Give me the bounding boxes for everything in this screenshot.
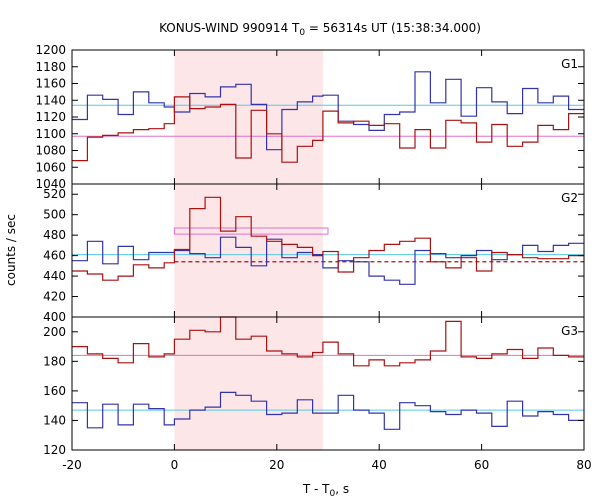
x-tick-label: 80 [576, 458, 591, 472]
series-blue-g1 [72, 71, 584, 151]
series-red-g1 [72, 96, 584, 163]
y-tick-label: 180 [43, 354, 66, 368]
y-tick-label: 1140 [35, 93, 66, 107]
y-tick-label: 400 [43, 310, 66, 324]
y-tick-label: 480 [43, 228, 66, 242]
y-tick-label: 140 [43, 413, 66, 427]
y-tick-label: 500 [43, 208, 66, 222]
y-tick-label: 1180 [35, 60, 66, 74]
x-tick-label: 40 [372, 458, 387, 472]
panel-frame [71, 316, 585, 451]
panel-g2: 400 420 440 460 480 500 520 G2 [43, 183, 585, 324]
shaded-interval [174, 50, 323, 450]
y-tick-label: 460 [43, 249, 66, 263]
panel-label: G3 [561, 324, 578, 338]
y-tick-label: 120 [43, 443, 66, 457]
y-tick-label: 1080 [35, 144, 66, 158]
y-tick-label: 160 [43, 384, 66, 398]
y-tick-label: 1160 [35, 77, 66, 91]
y-tick-label: 1060 [35, 160, 66, 174]
panel-frame [71, 183, 585, 318]
y-tick-label: 420 [43, 290, 66, 304]
x-tick-label: -20 [62, 458, 82, 472]
x-axis-title: T - T0, s [302, 482, 349, 499]
plot-area: 104010601080110011201140116011801200G140… [35, 43, 591, 472]
x-tick-label: 20 [269, 458, 284, 472]
y-tick-label: 1200 [35, 43, 66, 57]
series-blue-g2 [72, 236, 584, 285]
series-red-g3 [72, 316, 584, 367]
panel-g3: 120 140 160 180 200 G3 [43, 316, 585, 457]
y-tick-label: 200 [43, 325, 66, 339]
panel-frame [71, 49, 585, 185]
x-tick-label: 0 [171, 458, 179, 472]
y-tick-label: 1040 [35, 177, 66, 191]
chart-title: KONUS-WIND 990914 T0 = 56314s UT (15:38:… [159, 21, 481, 38]
y-axis-title: counts / sec [4, 214, 18, 286]
panel-label: G2 [561, 191, 578, 205]
y-tick-label: 520 [43, 187, 66, 201]
x-tick-label: 60 [474, 458, 489, 472]
y-tick-label: 1120 [35, 110, 66, 124]
series-red-g2 [72, 196, 584, 281]
y-tick-label: 1100 [35, 127, 66, 141]
panel-label: G1 [561, 57, 578, 71]
series-blue-g3 [72, 391, 584, 430]
y-tick-label: 440 [43, 269, 66, 283]
